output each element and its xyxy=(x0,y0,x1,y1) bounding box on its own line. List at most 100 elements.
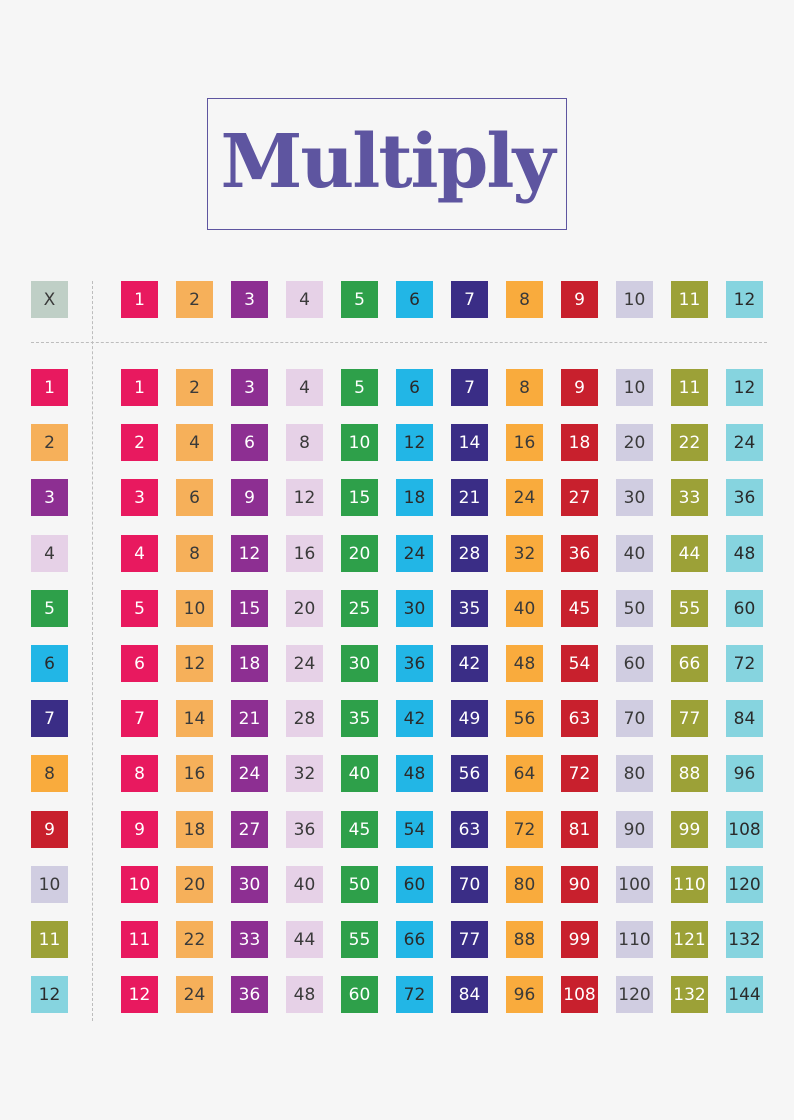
product-cell-11x3: 33 xyxy=(231,921,268,958)
header-cell-12: 12 xyxy=(726,281,763,318)
product-cell-9x11: 99 xyxy=(671,811,708,848)
product-cell-2x9: 18 xyxy=(561,424,598,461)
product-cell-10x12: 120 xyxy=(726,866,763,903)
product-cell-1x5: 5 xyxy=(341,369,378,406)
product-cell-10x9: 90 xyxy=(561,866,598,903)
product-cell-9x12: 108 xyxy=(726,811,763,848)
product-cell-9x9: 81 xyxy=(561,811,598,848)
product-cell-8x6: 48 xyxy=(396,755,433,792)
product-cell-4x10: 40 xyxy=(616,535,653,572)
product-cell-12x7: 84 xyxy=(451,976,488,1013)
product-cell-3x1: 3 xyxy=(121,479,158,516)
product-cell-12x5: 60 xyxy=(341,976,378,1013)
product-cell-12x8: 96 xyxy=(506,976,543,1013)
product-cell-11x2: 22 xyxy=(176,921,213,958)
product-cell-8x12: 96 xyxy=(726,755,763,792)
product-cell-3x6: 18 xyxy=(396,479,433,516)
product-cell-3x3: 9 xyxy=(231,479,268,516)
product-cell-4x11: 44 xyxy=(671,535,708,572)
product-cell-6x7: 42 xyxy=(451,645,488,682)
title-box: Multiply xyxy=(207,98,567,230)
product-cell-2x4: 8 xyxy=(286,424,323,461)
product-cell-1x2: 2 xyxy=(176,369,213,406)
product-cell-5x4: 20 xyxy=(286,590,323,627)
product-cell-12x4: 48 xyxy=(286,976,323,1013)
product-cell-11x7: 77 xyxy=(451,921,488,958)
product-cell-8x4: 32 xyxy=(286,755,323,792)
product-cell-12x6: 72 xyxy=(396,976,433,1013)
product-cell-4x2: 8 xyxy=(176,535,213,572)
product-cell-4x5: 20 xyxy=(341,535,378,572)
product-cell-9x2: 18 xyxy=(176,811,213,848)
product-cell-11x8: 88 xyxy=(506,921,543,958)
row-header-6: 6 xyxy=(31,645,68,682)
product-cell-11x1: 11 xyxy=(121,921,158,958)
product-cell-10x8: 80 xyxy=(506,866,543,903)
row-header-7: 7 xyxy=(31,700,68,737)
product-cell-9x10: 90 xyxy=(616,811,653,848)
product-cell-10x11: 110 xyxy=(671,866,708,903)
product-cell-4x6: 24 xyxy=(396,535,433,572)
product-cell-5x12: 60 xyxy=(726,590,763,627)
product-cell-11x4: 44 xyxy=(286,921,323,958)
product-cell-7x10: 70 xyxy=(616,700,653,737)
header-cell-1: 1 xyxy=(121,281,158,318)
row-header-5: 5 xyxy=(31,590,68,627)
product-cell-9x6: 54 xyxy=(396,811,433,848)
product-cell-12x2: 24 xyxy=(176,976,213,1013)
product-cell-2x6: 12 xyxy=(396,424,433,461)
product-cell-3x9: 27 xyxy=(561,479,598,516)
product-cell-12x11: 132 xyxy=(671,976,708,1013)
product-cell-3x11: 33 xyxy=(671,479,708,516)
product-cell-3x8: 24 xyxy=(506,479,543,516)
product-cell-5x2: 10 xyxy=(176,590,213,627)
header-cell-3: 3 xyxy=(231,281,268,318)
row-header-10: 10 xyxy=(31,866,68,903)
row-header-11: 11 xyxy=(31,921,68,958)
product-cell-2x12: 24 xyxy=(726,424,763,461)
header-cell-7: 7 xyxy=(451,281,488,318)
product-cell-7x11: 77 xyxy=(671,700,708,737)
product-cell-7x7: 49 xyxy=(451,700,488,737)
row-header-9: 9 xyxy=(31,811,68,848)
product-cell-9x4: 36 xyxy=(286,811,323,848)
product-cell-1x1: 1 xyxy=(121,369,158,406)
product-cell-2x3: 6 xyxy=(231,424,268,461)
product-cell-10x3: 30 xyxy=(231,866,268,903)
product-cell-5x5: 25 xyxy=(341,590,378,627)
product-cell-10x5: 50 xyxy=(341,866,378,903)
product-cell-6x8: 48 xyxy=(506,645,543,682)
product-cell-3x12: 36 xyxy=(726,479,763,516)
product-cell-1x7: 7 xyxy=(451,369,488,406)
product-cell-2x2: 4 xyxy=(176,424,213,461)
product-cell-3x4: 12 xyxy=(286,479,323,516)
product-cell-7x2: 14 xyxy=(176,700,213,737)
product-cell-8x3: 24 xyxy=(231,755,268,792)
product-cell-7x1: 7 xyxy=(121,700,158,737)
product-cell-4x4: 16 xyxy=(286,535,323,572)
product-cell-10x7: 70 xyxy=(451,866,488,903)
product-cell-7x8: 56 xyxy=(506,700,543,737)
product-cell-4x9: 36 xyxy=(561,535,598,572)
product-cell-1x9: 9 xyxy=(561,369,598,406)
product-cell-6x10: 60 xyxy=(616,645,653,682)
product-cell-5x3: 15 xyxy=(231,590,268,627)
product-cell-9x1: 9 xyxy=(121,811,158,848)
product-cell-5x9: 45 xyxy=(561,590,598,627)
product-cell-1x4: 4 xyxy=(286,369,323,406)
product-cell-11x5: 55 xyxy=(341,921,378,958)
product-cell-3x10: 30 xyxy=(616,479,653,516)
product-cell-9x5: 45 xyxy=(341,811,378,848)
product-cell-7x4: 28 xyxy=(286,700,323,737)
product-cell-3x7: 21 xyxy=(451,479,488,516)
product-cell-6x2: 12 xyxy=(176,645,213,682)
horizontal-divider xyxy=(31,342,767,343)
product-cell-10x2: 20 xyxy=(176,866,213,903)
header-cell-6: 6 xyxy=(396,281,433,318)
product-cell-1x3: 3 xyxy=(231,369,268,406)
product-cell-9x8: 72 xyxy=(506,811,543,848)
product-cell-4x1: 4 xyxy=(121,535,158,572)
product-cell-1x11: 11 xyxy=(671,369,708,406)
product-cell-1x6: 6 xyxy=(396,369,433,406)
product-cell-2x11: 22 xyxy=(671,424,708,461)
